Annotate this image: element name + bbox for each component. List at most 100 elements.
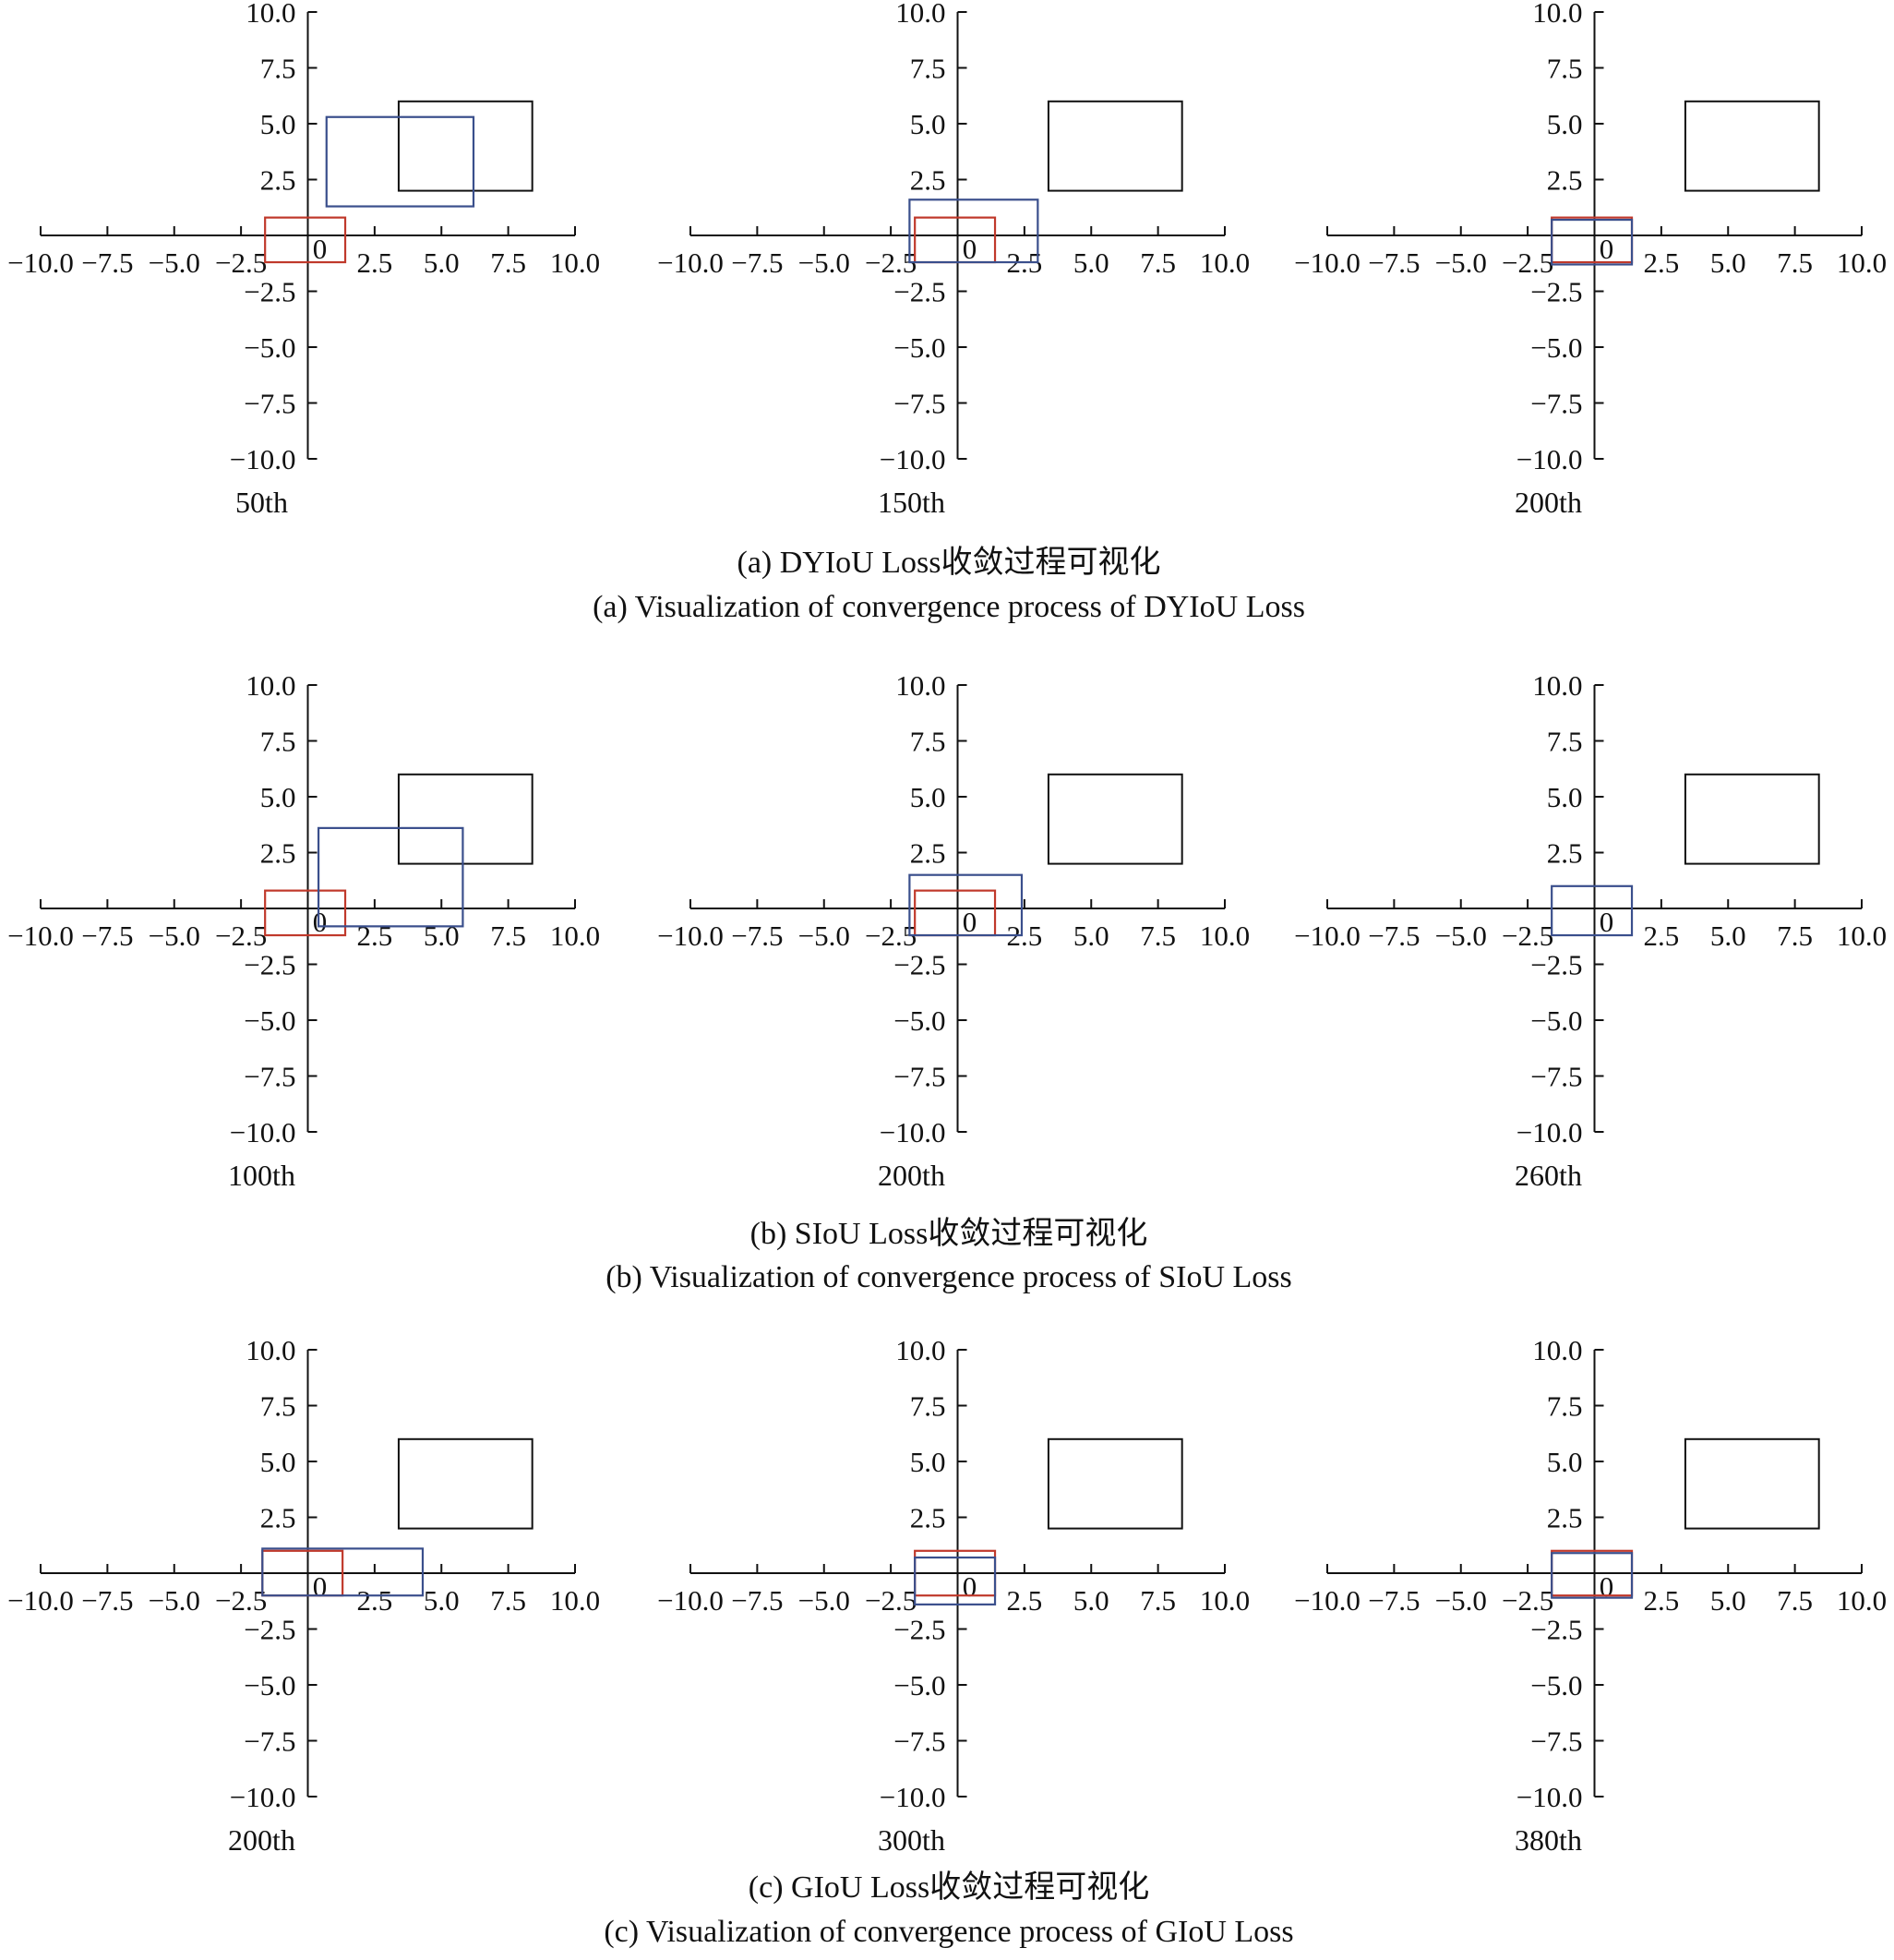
y-tick-label: −5.0 bbox=[1530, 1669, 1582, 1701]
x-tick-label: −7.5 bbox=[731, 1584, 783, 1617]
x-tick-label: −10.0 bbox=[1294, 920, 1361, 952]
x-tick-label: 7.5 bbox=[1140, 1584, 1176, 1617]
target-box bbox=[397, 100, 533, 192]
y-tick-label: 2.5 bbox=[260, 837, 296, 870]
target-box bbox=[397, 773, 533, 865]
x-tick-label: 5.0 bbox=[1710, 1584, 1746, 1617]
x-tick-label: −2.5 bbox=[215, 920, 267, 952]
x-tick-label: 10.0 bbox=[550, 1584, 600, 1617]
figure-row-b: −10.0 −7.5 −5.0 −2.5 0 2.5 5.0 7.5 10.010.07.55.… bbox=[7, 669, 1887, 1294]
y-tick-label: 5.0 bbox=[260, 1446, 296, 1478]
subplot-c-1: −10.0 −7.5 −5.0 −2.5 0 2.5 5.0 7.5 10.010.07.55.… bbox=[7, 1334, 600, 1857]
y-tick-label: 7.5 bbox=[910, 53, 946, 85]
y-tick-label: 5.0 bbox=[910, 1446, 946, 1478]
y-tick-label: −5.0 bbox=[893, 1004, 945, 1037]
x-tick-label: 7.5 bbox=[1140, 247, 1176, 279]
x-tick-label: −10.0 bbox=[657, 920, 724, 952]
x-tick-label: 7.5 bbox=[490, 247, 526, 279]
y-tick-label: 10.0 bbox=[246, 669, 295, 702]
x-tick-label: −10.0 bbox=[1294, 247, 1361, 279]
y-tick-label: −2.5 bbox=[1530, 276, 1582, 308]
target-box bbox=[1047, 773, 1183, 865]
y-tick-label: −2.5 bbox=[893, 949, 945, 981]
y-tick-label: −2.5 bbox=[1530, 1614, 1582, 1646]
x-tick-label: −5.0 bbox=[149, 920, 200, 952]
caption-english: (b) Visualization of convergence process… bbox=[605, 1260, 1292, 1294]
y-tick-label: 5.0 bbox=[910, 781, 946, 813]
predicted-box bbox=[261, 1547, 425, 1597]
x-tick-label: −10.0 bbox=[657, 1584, 724, 1617]
x-tick-label: 0 bbox=[313, 906, 328, 938]
x-tick-label: 5.0 bbox=[1073, 1584, 1109, 1617]
target-box bbox=[1047, 100, 1183, 192]
y-tick-label: 10.0 bbox=[1532, 669, 1582, 702]
x-tick-label: 7.5 bbox=[490, 920, 526, 952]
y-tick-label: −5.0 bbox=[1530, 331, 1582, 364]
y-tick-label: 7.5 bbox=[1547, 53, 1583, 85]
subplot-b-1: −10.0 −7.5 −5.0 −2.5 0 2.5 5.0 7.5 10.010.07.55.… bbox=[7, 669, 600, 1192]
x-tick-label: 0 bbox=[313, 1570, 328, 1603]
y-tick-label: −10.0 bbox=[230, 1781, 296, 1813]
subplot-b-2: −10.0 −7.5 −5.0 −2.5 0 2.5 5.0 7.5 10.010.07.55.… bbox=[657, 669, 1250, 1192]
predicted-box bbox=[908, 873, 1024, 937]
y-tick-label: −10.0 bbox=[880, 1781, 946, 1813]
y-tick-label: −2.5 bbox=[893, 276, 945, 308]
x-tick-label: −2.5 bbox=[215, 247, 267, 279]
x-tick-label: 0 bbox=[963, 233, 977, 265]
x-tick-label: −2.5 bbox=[865, 1584, 917, 1617]
x-tick-label: −7.5 bbox=[1368, 920, 1420, 952]
caption-english: (c) Visualization of convergence process… bbox=[604, 1915, 1293, 1949]
y-tick-label: −7.5 bbox=[893, 1726, 945, 1758]
x-tick-label: −10.0 bbox=[1294, 1584, 1361, 1617]
anchor-box bbox=[914, 889, 997, 937]
x-tick-label: −2.5 bbox=[865, 920, 917, 952]
predicted-box bbox=[914, 1556, 997, 1605]
y-tick-label: 2.5 bbox=[910, 837, 946, 870]
target-box bbox=[1047, 1437, 1183, 1530]
x-tick-label: 2.5 bbox=[1007, 1584, 1043, 1617]
x-tick-label: 2.5 bbox=[1644, 1584, 1680, 1617]
y-tick-label: 10.0 bbox=[246, 0, 295, 29]
y-tick-label: 7.5 bbox=[260, 726, 296, 758]
subplot-a-1: −10.0 −7.5 −5.0 −2.5 0 2.5 5.0 7.5 10.010.07.55.… bbox=[7, 0, 600, 519]
y-tick-label: 7.5 bbox=[260, 1390, 296, 1423]
subplot-iteration-label: 200th bbox=[228, 1823, 295, 1857]
x-tick-label: −2.5 bbox=[215, 1584, 267, 1617]
x-tick-label: 7.5 bbox=[1777, 920, 1813, 952]
y-tick-label: 5.0 bbox=[1547, 781, 1583, 813]
target-box bbox=[1684, 1437, 1820, 1530]
predicted-box bbox=[1551, 1552, 1634, 1599]
y-tick-label: 2.5 bbox=[1547, 837, 1583, 870]
x-tick-label: 5.0 bbox=[1710, 247, 1746, 279]
x-tick-label: 0 bbox=[1600, 233, 1614, 265]
y-tick-label: 7.5 bbox=[1547, 1390, 1583, 1423]
subplot-a-3: −10.0 −7.5 −5.0 −2.5 0 2.5 5.0 7.5 10.010.07.55.… bbox=[1294, 0, 1887, 519]
x-tick-label: 0 bbox=[963, 1570, 977, 1603]
y-tick-label: −2.5 bbox=[244, 276, 295, 308]
x-tick-label: 10.0 bbox=[1837, 247, 1887, 279]
x-tick-label: −2.5 bbox=[1502, 920, 1553, 952]
anchor-box bbox=[1551, 216, 1634, 264]
x-tick-label: −5.0 bbox=[798, 920, 850, 952]
x-tick-label: 10.0 bbox=[1200, 1584, 1250, 1617]
x-tick-label: 5.0 bbox=[424, 247, 460, 279]
y-tick-label: 2.5 bbox=[260, 164, 296, 197]
x-tick-label: 10.0 bbox=[1200, 920, 1250, 952]
y-tick-label: 2.5 bbox=[1547, 1502, 1583, 1534]
y-tick-label: 5.0 bbox=[1547, 108, 1583, 140]
y-tick-label: 5.0 bbox=[260, 781, 296, 813]
predicted-box bbox=[1551, 218, 1634, 266]
x-tick-label: 5.0 bbox=[1073, 920, 1109, 952]
y-tick-label: 7.5 bbox=[1547, 726, 1583, 758]
figure-row-c: −10.0 −7.5 −5.0 −2.5 0 2.5 5.0 7.5 10.010.07.55.… bbox=[7, 1334, 1887, 1949]
y-tick-label: 10.0 bbox=[895, 669, 945, 702]
target-box bbox=[1684, 773, 1820, 865]
y-tick-label: −5.0 bbox=[1530, 1004, 1582, 1037]
predicted-box bbox=[1551, 884, 1634, 937]
y-tick-label: −7.5 bbox=[893, 1061, 945, 1093]
subplot-iteration-label: 50th bbox=[235, 486, 288, 519]
y-tick-label: 7.5 bbox=[260, 53, 296, 85]
x-tick-label: −5.0 bbox=[1435, 920, 1487, 952]
x-tick-label: −7.5 bbox=[1368, 247, 1420, 279]
y-tick-label: 7.5 bbox=[910, 1390, 946, 1423]
